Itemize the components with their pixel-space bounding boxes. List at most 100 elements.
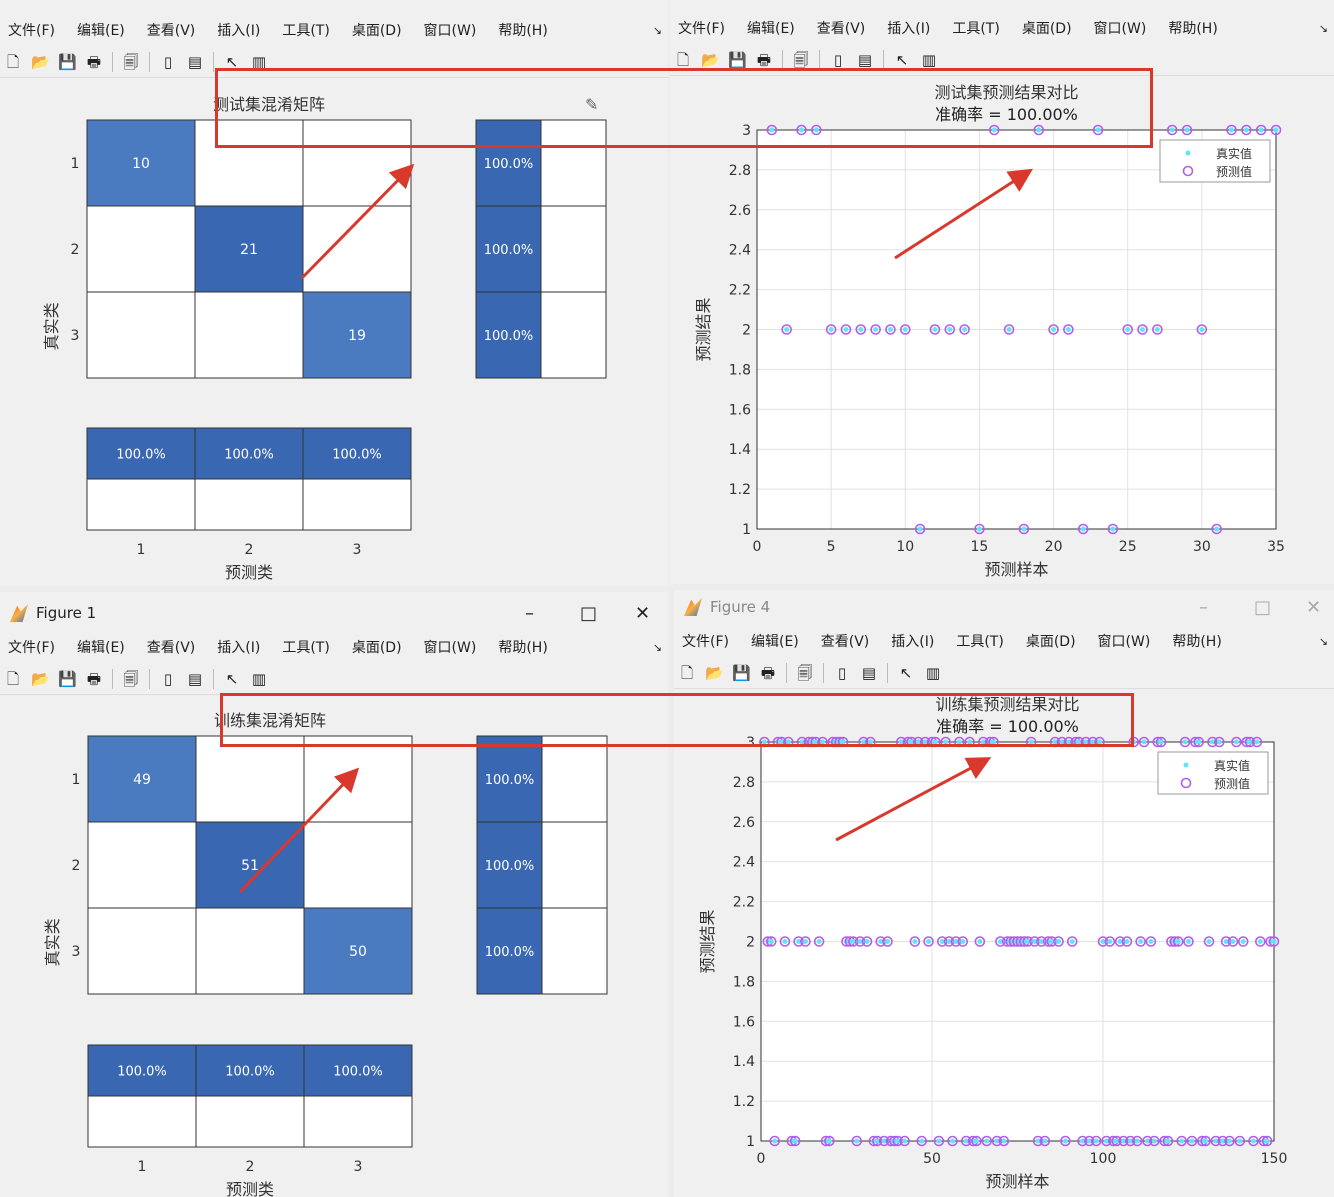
print-icon[interactable]: 🖶 — [760, 664, 776, 682]
open-folder-icon[interactable]: 📂 — [705, 664, 724, 682]
save-icon[interactable]: 💾 — [732, 664, 751, 682]
menu-desktop[interactable]: 桌面(D) — [1021, 21, 1072, 37]
menu-overflow-icon[interactable]: ↘ — [652, 23, 662, 37]
print-preview-icon[interactable]: 🗐 — [797, 664, 813, 682]
minimize-button[interactable]: – — [1199, 596, 1208, 618]
menu-tools[interactable]: 工具(T) — [952, 21, 1000, 37]
save-icon[interactable]: 💾 — [58, 670, 77, 688]
menu-file[interactable]: 文件(F) — [682, 634, 729, 650]
print-icon[interactable]: 🖶 — [756, 51, 772, 69]
menu-file[interactable]: 文件(F) — [678, 21, 725, 37]
menu-file[interactable]: 文件(F) — [8, 640, 55, 656]
menu-tools[interactable]: 工具(T) — [282, 640, 330, 656]
predicted-value-point — [1122, 324, 1134, 335]
menu-window[interactable]: 窗口(W) — [1093, 21, 1147, 37]
property-editor-icon[interactable]: ▥ — [921, 51, 937, 69]
property-editor-icon[interactable]: ▥ — [251, 53, 267, 71]
predicted-value-point — [1196, 324, 1208, 335]
menu-view[interactable]: 查看(V) — [146, 640, 196, 656]
menu-window[interactable]: 窗口(W) — [423, 23, 477, 39]
new-file-icon[interactable]: 🗋 — [6, 670, 20, 688]
row-summary-cell — [476, 735, 543, 823]
menu-insert[interactable]: 插入(I) — [217, 23, 261, 39]
legend-icon[interactable]: ▤ — [187, 670, 203, 688]
predicted-value-point — [840, 324, 852, 335]
menu-edit[interactable]: 编辑(E) — [750, 634, 799, 650]
menu-tools[interactable]: 工具(T) — [282, 23, 330, 39]
menu-insert[interactable]: 插入(I) — [887, 21, 931, 37]
menu-insert[interactable]: 插入(I) — [891, 634, 935, 650]
predicted-value-point — [1176, 1135, 1187, 1147]
colorbar-icon[interactable]: ▯ — [163, 670, 173, 688]
edit-plot-icon[interactable]: ✎ — [585, 95, 598, 114]
menu-window[interactable]: 窗口(W) — [1097, 634, 1151, 650]
true-value-point — [1056, 939, 1062, 944]
save-icon[interactable]: 💾 — [728, 51, 747, 69]
menu-overflow-icon[interactable]: ↘ — [1318, 634, 1328, 648]
true-value-point — [802, 939, 808, 944]
legend-box[interactable] — [1157, 751, 1269, 795]
menu-file[interactable]: 文件(F) — [8, 23, 55, 39]
menu-insert[interactable]: 插入(I) — [217, 640, 261, 656]
menu-window[interactable]: 窗口(W) — [423, 640, 477, 656]
predicted-value-point — [1261, 1135, 1273, 1147]
predicted-value-point — [1131, 1135, 1143, 1147]
print-icon[interactable]: 🖶 — [86, 670, 102, 688]
menu-help[interactable]: 帮助(H) — [1172, 634, 1222, 650]
colorbar-icon[interactable]: ▯ — [837, 664, 847, 682]
legend-icon[interactable]: ▤ — [187, 53, 203, 71]
true-value-point — [881, 1138, 887, 1144]
open-folder-icon[interactable]: 📂 — [31, 53, 50, 71]
maximize-button[interactable]: □ — [1254, 596, 1272, 618]
legend-box[interactable] — [1159, 139, 1271, 183]
window-title: Figure 4 — [710, 598, 771, 616]
predicted-value-point — [923, 936, 934, 947]
colorbar-icon[interactable]: ▯ — [833, 51, 843, 69]
new-file-icon[interactable]: 🗋 — [6, 53, 20, 71]
menu-help[interactable]: 帮助(H) — [498, 23, 548, 39]
new-file-icon[interactable]: 🗋 — [676, 51, 690, 69]
print-preview-icon[interactable]: 🗐 — [123, 670, 139, 688]
menu-desktop[interactable]: 桌面(D) — [351, 23, 402, 39]
matrix-cell — [302, 291, 412, 379]
menu-edit[interactable]: 编辑(E) — [746, 21, 795, 37]
menu-desktop[interactable]: 桌面(D) — [1025, 634, 1076, 650]
close-button[interactable]: ✕ — [1306, 596, 1322, 618]
minimize-button[interactable]: – — [525, 602, 534, 624]
maximize-button[interactable]: □ — [580, 602, 598, 624]
menu-edit[interactable]: 编辑(E) — [76, 23, 125, 39]
menu-view[interactable]: 查看(V) — [816, 21, 866, 37]
menu-view[interactable]: 查看(V) — [820, 634, 870, 650]
true-value-point — [1079, 1138, 1085, 1144]
pointer-icon[interactable]: ↖ — [225, 53, 239, 71]
open-folder-icon[interactable]: 📂 — [31, 670, 50, 688]
print-preview-icon[interactable]: 🗐 — [793, 51, 809, 69]
menu-help[interactable]: 帮助(H) — [498, 640, 548, 656]
menu-overflow-icon[interactable]: ↘ — [1318, 21, 1328, 35]
menu-desktop[interactable]: 桌面(D) — [351, 640, 402, 656]
y-tick-label: 3 — [746, 735, 755, 751]
menu-overflow-icon[interactable]: ↘ — [652, 640, 662, 654]
print-icon[interactable]: 🖶 — [86, 53, 102, 71]
pointer-icon[interactable]: ↖ — [225, 670, 239, 688]
true-value-point — [898, 739, 904, 745]
property-editor-icon[interactable]: ▥ — [925, 664, 941, 682]
menu-view[interactable]: 查看(V) — [146, 23, 196, 39]
menu-help[interactable]: 帮助(H) — [1168, 21, 1218, 37]
row-summary-empty — [540, 119, 607, 207]
close-button[interactable]: ✕ — [635, 602, 651, 624]
save-icon[interactable]: 💾 — [58, 53, 77, 71]
legend-icon[interactable]: ▤ — [861, 664, 877, 682]
print-preview-icon[interactable]: 🗐 — [123, 53, 139, 71]
menu-edit[interactable]: 编辑(E) — [76, 640, 125, 656]
new-file-icon[interactable]: 🗋 — [680, 664, 694, 682]
pointer-icon[interactable]: ↖ — [899, 664, 913, 682]
pointer-icon[interactable]: ↖ — [895, 51, 909, 69]
true-value-point — [1080, 526, 1086, 532]
open-folder-icon[interactable]: 📂 — [701, 51, 720, 69]
colorbar-icon[interactable]: ▯ — [163, 53, 173, 71]
property-editor-icon[interactable]: ▥ — [251, 670, 267, 688]
legend-true-label: 真实值 — [1216, 146, 1252, 161]
menu-tools[interactable]: 工具(T) — [956, 634, 1004, 650]
legend-icon[interactable]: ▤ — [857, 51, 873, 69]
